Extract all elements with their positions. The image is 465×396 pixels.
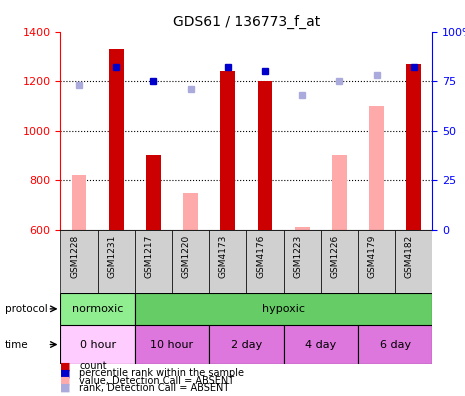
Text: GSM4173: GSM4173	[219, 235, 228, 278]
Text: GSM1223: GSM1223	[293, 235, 302, 278]
Text: GSM4179: GSM4179	[368, 235, 377, 278]
Text: 4 day: 4 day	[305, 339, 337, 350]
Text: GSM1231: GSM1231	[107, 235, 116, 278]
Text: ■: ■	[60, 368, 71, 379]
Text: 2 day: 2 day	[231, 339, 262, 350]
Bar	[172, 230, 209, 293]
Bar	[209, 325, 284, 364]
Bar	[60, 230, 98, 293]
Text: GSM1228: GSM1228	[70, 235, 79, 278]
Bar	[369, 106, 384, 230]
Text: 10 hour: 10 hour	[151, 339, 193, 350]
Text: ■: ■	[60, 383, 71, 393]
Text: value, Detection Call = ABSENT: value, Detection Call = ABSENT	[79, 375, 234, 386]
Bar	[72, 175, 86, 230]
Bar	[98, 230, 135, 293]
Text: 0 hour: 0 hour	[80, 339, 116, 350]
Text: normoxic: normoxic	[72, 304, 123, 314]
Text: GSM1226: GSM1226	[331, 235, 339, 278]
Bar	[358, 325, 432, 364]
Text: 6 day: 6 day	[380, 339, 411, 350]
Text: time: time	[5, 339, 28, 350]
Text: GSM1220: GSM1220	[182, 235, 191, 278]
Text: count: count	[79, 361, 106, 371]
Text: GSM4176: GSM4176	[256, 235, 265, 278]
Bar	[220, 71, 235, 230]
Bar	[209, 230, 246, 293]
Bar	[135, 230, 172, 293]
Bar	[109, 49, 124, 230]
Bar	[295, 227, 310, 230]
Bar	[358, 230, 395, 293]
Bar	[332, 155, 347, 230]
Bar	[258, 81, 272, 230]
Text: percentile rank within the sample: percentile rank within the sample	[79, 368, 244, 379]
Text: GSM4182: GSM4182	[405, 235, 414, 278]
Text: ■: ■	[60, 361, 71, 371]
Bar	[321, 230, 358, 293]
Text: GSM1217: GSM1217	[145, 235, 153, 278]
Text: hypoxic: hypoxic	[262, 304, 305, 314]
Text: ■: ■	[60, 375, 71, 386]
Bar	[60, 325, 135, 364]
Bar	[60, 293, 135, 325]
Bar	[395, 230, 432, 293]
Title: GDS61 / 136773_f_at: GDS61 / 136773_f_at	[173, 15, 320, 29]
Bar	[246, 230, 284, 293]
Bar	[183, 192, 198, 230]
Bar	[284, 325, 358, 364]
Bar	[135, 325, 209, 364]
Bar	[406, 64, 421, 230]
Text: protocol: protocol	[5, 304, 47, 314]
Text: rank, Detection Call = ABSENT: rank, Detection Call = ABSENT	[79, 383, 229, 393]
Bar	[146, 155, 161, 230]
Bar	[284, 230, 321, 293]
Bar	[135, 293, 432, 325]
